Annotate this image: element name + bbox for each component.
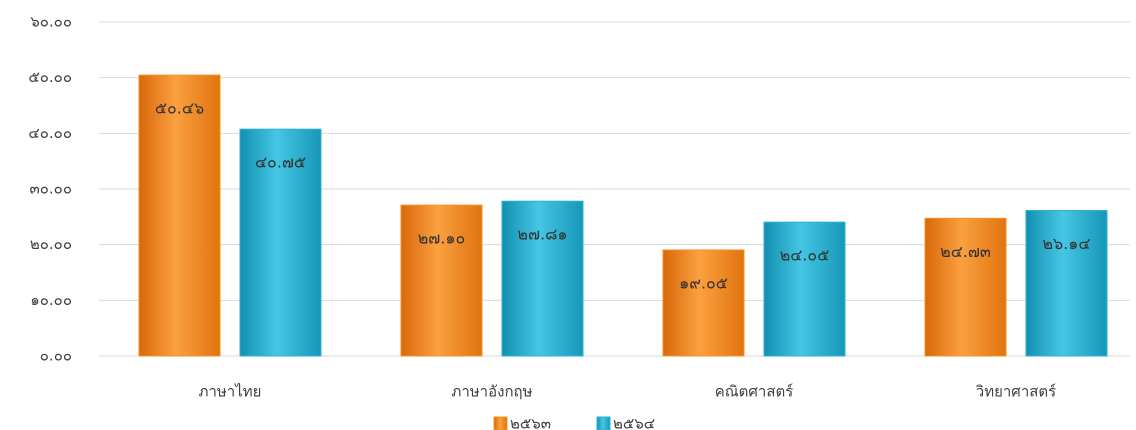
bar <box>138 74 221 357</box>
bar <box>501 200 584 357</box>
bar <box>763 221 846 357</box>
y-tick-label: ๐.๐๐ <box>40 347 72 365</box>
x-tick-label: ภาษาอังกฤษ <box>451 383 532 401</box>
bar <box>239 128 322 357</box>
legend-label: ๒๕๖๔ <box>613 415 655 430</box>
data-label: ๒๗.๑๐ <box>418 229 466 248</box>
legend-swatch <box>596 416 611 430</box>
x-tick-label: วิทยาศาสตร์ <box>975 383 1056 401</box>
y-tick-label: ๑๐.๐๐ <box>30 291 72 309</box>
y-tick-label: ๔๐.๐๐ <box>28 124 72 142</box>
legend-swatch <box>493 416 508 430</box>
data-label: ๒๔.๗๓ <box>940 242 991 261</box>
y-tick-label: ๕๐.๐๐ <box>28 68 72 86</box>
y-tick-label: ๓๐.๐๐ <box>30 180 73 198</box>
data-label: ๒๗.๘๑ <box>517 225 567 244</box>
data-label: ๒๖.๑๔ <box>1042 234 1090 253</box>
data-label: ๑๙.๐๕ <box>679 273 728 292</box>
bar <box>1025 209 1108 357</box>
x-tick-label: ภาษาไทย <box>199 383 262 401</box>
data-label: ๕๐.๔๖ <box>155 99 204 118</box>
y-tick-label: ๖๐.๐๐ <box>30 13 72 31</box>
x-tick-label: คณิตศาสตร์ <box>715 383 794 401</box>
legend-label: ๒๕๖๓ <box>510 415 551 430</box>
data-label: ๒๔.๐๕ <box>780 246 830 265</box>
bar <box>924 217 1007 357</box>
bar <box>400 204 483 357</box>
y-tick-label: ๒๐.๐๐ <box>30 235 72 253</box>
bar <box>662 249 745 357</box>
data-label: ๔๐.๗๕ <box>255 153 306 172</box>
